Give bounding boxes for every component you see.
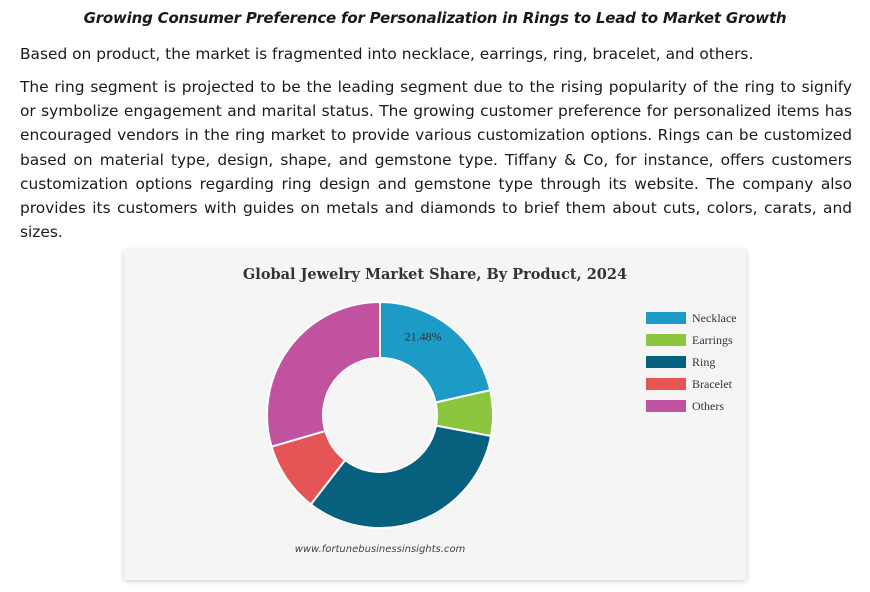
legend-label-necklace: Necklace (692, 311, 737, 325)
donut-chart: Global Jewelry Market Share, By Product,… (243, 266, 737, 555)
slice-necklace (379, 300, 492, 404)
chart-title: Global Jewelry Market Share, By Product,… (243, 266, 627, 283)
ring-segment-paragraph: The ring segment is projected to be the … (20, 78, 852, 242)
donut-slices (266, 300, 494, 529)
legend-swatch-ring (646, 356, 686, 368)
legend-swatch-necklace (646, 312, 686, 324)
chart-card: Global Jewelry Market Share, By Product,… (124, 250, 746, 580)
legend-label-earrings: Earrings (692, 333, 733, 347)
legend-swatch-bracelet (646, 378, 686, 390)
chart-legend: Necklace Earrings Ring Bracelet Others (646, 311, 737, 413)
slice-others (266, 300, 381, 448)
chart-source: www.fortunebusinessinsights.com (295, 544, 466, 555)
legend-swatch-earrings (646, 334, 686, 346)
legend-label-ring: Ring (692, 355, 715, 369)
legend-swatch-others (646, 400, 686, 412)
slice-ring (309, 424, 493, 529)
data-labels: 21.48% (405, 330, 442, 344)
article-heading: Growing Consumer Preference for Personal… (83, 9, 787, 27)
data-label-necklace: 21.48% (405, 330, 442, 344)
legend-label-others: Others (692, 399, 724, 413)
intro-paragraph: Based on product, the market is fragment… (20, 45, 754, 63)
legend-label-bracelet: Bracelet (692, 377, 733, 391)
